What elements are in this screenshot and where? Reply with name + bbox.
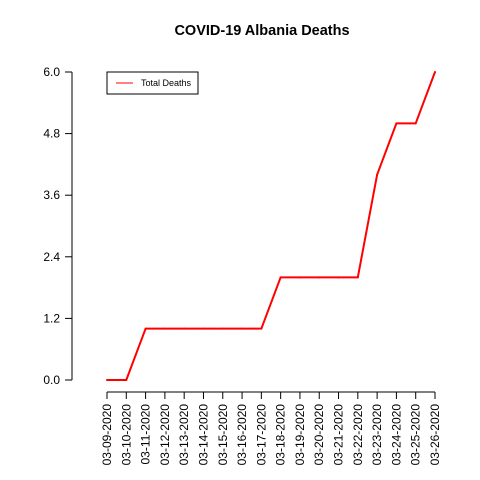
data-point xyxy=(434,71,436,73)
x-tick-label: 03-21-2020 xyxy=(332,404,346,466)
data-point xyxy=(144,327,147,330)
legend: Total Deaths xyxy=(106,71,199,95)
data-point xyxy=(202,327,205,330)
x-tick-label: 03-12-2020 xyxy=(158,404,172,466)
data-point xyxy=(125,379,128,381)
y-tick-label: 0.0 xyxy=(43,373,60,387)
x-tick-label: 03-20-2020 xyxy=(312,404,326,466)
data-point xyxy=(221,327,224,330)
series-layer xyxy=(106,71,436,381)
x-tick-label: 03-09-2020 xyxy=(100,404,114,466)
data-point xyxy=(414,122,417,125)
data-point xyxy=(376,173,379,176)
y-tick-label: 6.0 xyxy=(43,65,60,79)
x-tick-label: 03-22-2020 xyxy=(351,404,365,466)
x-tick-label: 03-18-2020 xyxy=(274,404,288,466)
x-tick-label: 03-24-2020 xyxy=(389,404,403,466)
x-tick-label: 03-16-2020 xyxy=(235,404,249,466)
x-tick-label: 03-14-2020 xyxy=(196,404,210,466)
data-point xyxy=(106,379,108,381)
y-tick-label: 4.8 xyxy=(43,127,60,141)
data-point xyxy=(356,276,359,279)
x-tick-label: 03-17-2020 xyxy=(254,404,268,466)
x-axis: 03-09-2020 03-10-2020 03-11-2020 03-12-2020… xyxy=(100,391,442,466)
data-point xyxy=(260,327,263,330)
data-point xyxy=(298,276,301,279)
data-point xyxy=(163,327,166,330)
x-tick-label: 03-10-2020 xyxy=(119,404,133,466)
data-point xyxy=(183,327,186,330)
data-point xyxy=(395,122,398,125)
y-tick-label: 3.6 xyxy=(43,188,60,202)
x-tick-label: 03-25-2020 xyxy=(409,404,423,466)
data-point xyxy=(337,276,340,279)
x-tick-label: 03-26-2020 xyxy=(428,404,442,466)
chart-title: COVID-19 Albania Deaths xyxy=(174,23,349,39)
y-tick-label: 1.2 xyxy=(43,311,60,325)
x-tick-label: 03-23-2020 xyxy=(370,404,384,466)
data-point xyxy=(318,276,321,279)
legend-box xyxy=(106,71,199,95)
data-point xyxy=(279,276,282,279)
x-tick-label: 03-13-2020 xyxy=(177,404,191,466)
legend-label: Total Deaths xyxy=(141,78,192,88)
x-tick-label: 03-11-2020 xyxy=(139,404,153,465)
y-axis: 0.0 1.2 2.4 3.6 4.8 6.0 xyxy=(43,65,73,387)
y-tick-label: 2.4 xyxy=(43,250,60,264)
x-tick-label: 03-19-2020 xyxy=(293,404,307,466)
data-point xyxy=(241,327,244,330)
x-tick-label: 03-15-2020 xyxy=(216,404,230,466)
series-line-total-deaths xyxy=(107,71,436,381)
